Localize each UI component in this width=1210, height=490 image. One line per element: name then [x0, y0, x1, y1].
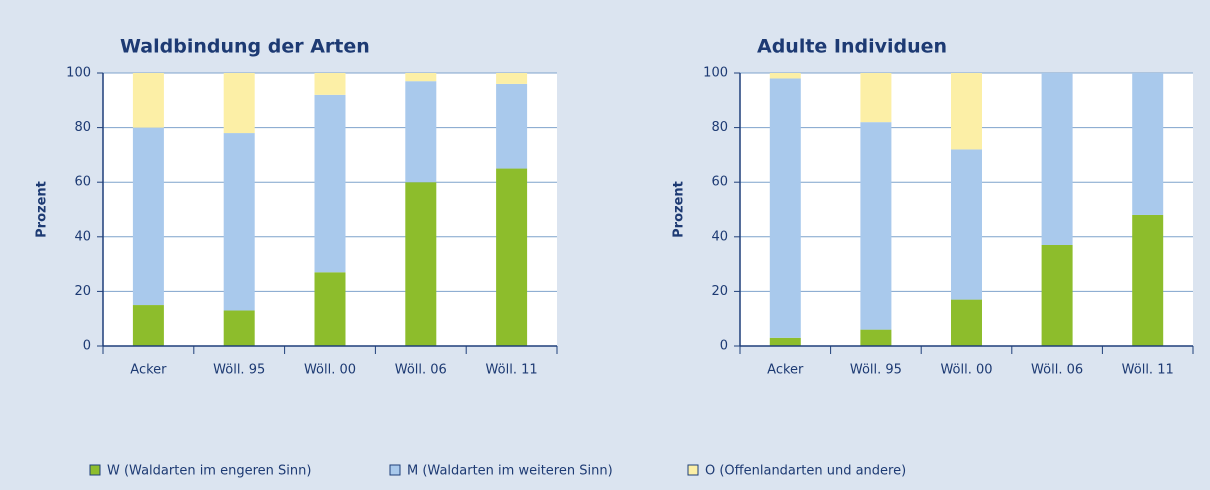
y-tick-label: 100 — [703, 66, 728, 81]
bar-segment — [769, 337, 801, 346]
y-tick-label: 0 — [83, 339, 91, 354]
x-tick-label: Wöll. 00 — [940, 363, 992, 378]
bar-segment — [951, 73, 982, 150]
y-axis-label: Prozent — [35, 181, 50, 238]
x-tick-label: Wöll. 06 — [1031, 363, 1083, 378]
y-tick-label: 80 — [711, 120, 728, 135]
bar-segment — [132, 305, 164, 346]
y-tick-label: 40 — [74, 229, 91, 244]
y-axis-label: Prozent — [672, 181, 687, 238]
y-tick-label: 80 — [74, 120, 91, 135]
bar-segment — [951, 149, 982, 300]
y-tick-label: 100 — [66, 66, 91, 81]
y-tick-label: 60 — [711, 175, 728, 190]
bar-segment — [860, 73, 892, 123]
y-tick-label: 20 — [74, 284, 91, 299]
bar-segment — [496, 83, 528, 169]
legend-swatch — [89, 464, 101, 476]
bar-segment — [314, 73, 346, 95]
bar-segment — [1041, 73, 1073, 245]
bar-segment — [860, 122, 892, 330]
y-tick-label: 20 — [711, 284, 728, 299]
bar-segment — [223, 73, 255, 134]
bar-segment — [314, 94, 346, 273]
bar-segment — [1041, 244, 1073, 346]
y-tick-label: 0 — [720, 339, 728, 354]
bar-segment — [860, 329, 892, 346]
bar-segment — [132, 73, 164, 128]
bar-segment — [405, 81, 437, 183]
bar-segment — [223, 310, 255, 346]
legend-swatch — [687, 464, 699, 476]
y-tick-label: 60 — [74, 175, 91, 190]
bar-segment — [132, 127, 164, 306]
x-tick-label: Wöll. 06 — [395, 363, 447, 378]
bar-segment — [496, 168, 528, 346]
legend-label: W (Waldarten im engeren Sinn) — [107, 464, 311, 479]
bar-segment — [1132, 73, 1164, 215]
bar-segment — [769, 78, 801, 338]
bar-segment — [314, 272, 346, 346]
x-tick-label: Wöll. 11 — [486, 363, 538, 378]
bar-segment — [405, 182, 437, 346]
bar-segment — [951, 299, 982, 346]
bar-segment — [223, 133, 255, 311]
x-tick-label: Wöll. 95 — [850, 363, 902, 378]
x-tick-label: Acker — [767, 363, 804, 378]
legend-label: M (Waldarten im weiteren Sinn) — [407, 464, 613, 479]
legend-swatch — [389, 464, 401, 476]
bar-segment — [496, 73, 528, 84]
bar-segment — [769, 73, 801, 79]
y-tick-label: 40 — [711, 229, 728, 244]
x-tick-label: Wöll. 00 — [304, 363, 356, 378]
x-tick-label: Wöll. 11 — [1122, 363, 1174, 378]
bar-segment — [1132, 214, 1164, 346]
x-tick-label: Wöll. 95 — [213, 363, 265, 378]
chart-title: Waldbindung der Arten — [120, 36, 370, 58]
chart-title: Adulte Individuen — [757, 36, 947, 58]
legend-label: O (Offenlandarten und andere) — [705, 464, 906, 479]
x-tick-label: Acker — [130, 363, 167, 378]
bar-segment — [405, 73, 437, 82]
